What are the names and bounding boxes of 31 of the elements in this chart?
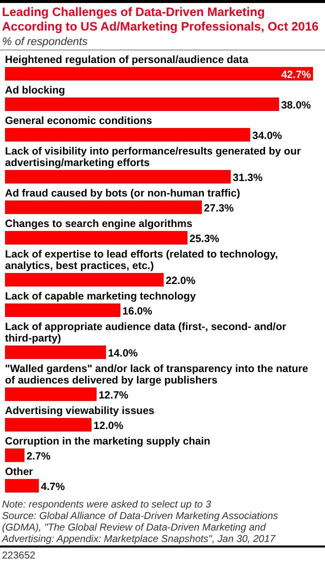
data-label: 2.7% bbox=[26, 450, 52, 462]
data-label: 12.0% bbox=[94, 420, 124, 432]
y-tick-label: Corruption in the marketing supply chain bbox=[5, 436, 210, 448]
y-tick-label: Heightened regulation of personal/audience data bbox=[5, 54, 248, 66]
chart-subtitle: % of respondents bbox=[2, 36, 88, 48]
annotation: Note: respondents were asked to select up to 3 bbox=[2, 500, 212, 510]
y-tick-label: Other bbox=[5, 466, 34, 478]
data-label: 12.7% bbox=[98, 390, 130, 402]
data-label: 4.7% bbox=[40, 481, 66, 493]
source-note: Source: Global Alliance of Data-Driven Marketing Associations (GDMA), "The Global Review of Data-Driven Marketing and Advertising: Appendix: Marketplace Snapshots", Jan 30, 2017 bbox=[1, 511, 278, 545]
y-tick-label: Lack of capable marketing technology bbox=[5, 290, 196, 302]
y-tick-label: "Walled gardens" and/or lack of transparency into the nature of audiences delivered by large publishers bbox=[5, 363, 308, 386]
data-label: 16.0% bbox=[122, 306, 153, 318]
data-label: 22.0% bbox=[166, 275, 196, 287]
y-tick-label: Ad fraud caused by bots (or non-human traffic) bbox=[5, 188, 240, 200]
data-label: 34.0% bbox=[252, 130, 283, 142]
y-tick-label: Lack of visibility into performance/results generated by our advertising/marketing efforts bbox=[5, 146, 301, 169]
data-label: 38.0% bbox=[281, 100, 312, 112]
chart-title: Leading Challenges of Data-Driven Marketing According to US Ad/Marketing Professionals, Oct 2016 bbox=[2, 5, 319, 34]
data-label: 27.3% bbox=[204, 202, 234, 214]
y-tick-label: Changes to search engine algorithms bbox=[5, 218, 192, 230]
y-tick-label: Advertising viewability issues bbox=[5, 405, 155, 417]
text: 223652 bbox=[2, 550, 36, 562]
data-label: 31.3% bbox=[232, 172, 264, 184]
y-tick-label: Ad blocking bbox=[5, 84, 66, 96]
y-tick-label: Lack of appropriate audience data (first-, second- and/or third-party) bbox=[5, 321, 286, 344]
y-tick-label: General economic conditions bbox=[5, 115, 152, 127]
data-label: 42.7% bbox=[281, 69, 312, 81]
y-tick-label: Lack of expertise to lead efforts (related to technology, analytics, best practices, etc.) bbox=[5, 248, 278, 272]
data-label: 25.3% bbox=[189, 233, 220, 245]
data-label: 14.0% bbox=[108, 348, 138, 360]
